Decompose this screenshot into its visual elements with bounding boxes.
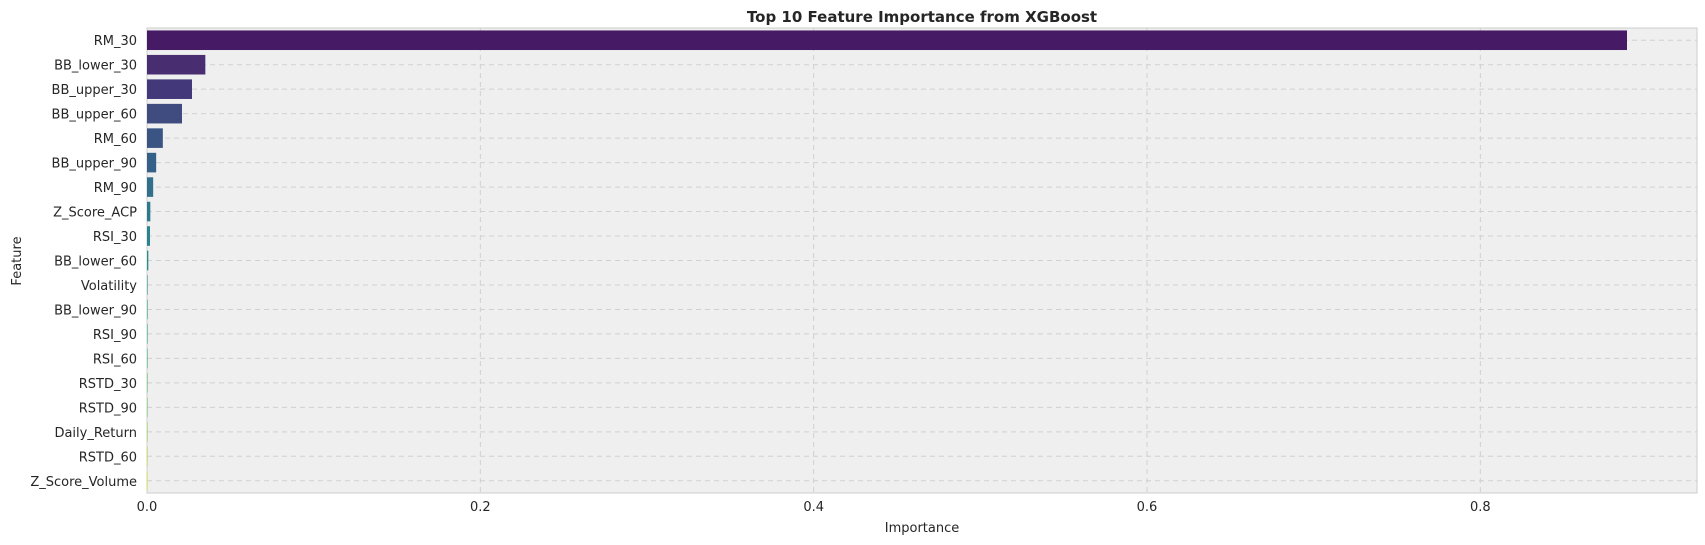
y-tick-label: BB_lower_60	[54, 255, 137, 270]
x-tick-label: 0.0	[137, 500, 158, 515]
x-tick-label: 0.8	[1470, 500, 1491, 515]
x-tick-label: 0.6	[1137, 500, 1158, 515]
bar	[147, 422, 148, 442]
y-tick-label: BB_upper_60	[52, 108, 137, 123]
x-tick-label: 0.2	[470, 500, 491, 515]
y-axis-label: Feature	[10, 236, 25, 285]
y-tick-label: RM_60	[94, 132, 137, 147]
bar	[147, 275, 148, 295]
bar	[147, 324, 148, 344]
bar	[147, 128, 163, 148]
chart-title: Top 10 Feature Importance from XGBoost	[747, 8, 1097, 26]
y-tick-label: RSTD_60	[79, 450, 137, 465]
bar	[147, 226, 150, 246]
bar	[147, 250, 149, 271]
x-axis-label: Importance	[885, 521, 960, 536]
bar	[147, 103, 182, 124]
x-tick-labels: 0.0 0.2 0.4 0.6 0.8	[137, 500, 1491, 515]
bars	[147, 30, 1627, 491]
bar	[147, 299, 148, 320]
bar	[147, 54, 206, 75]
bar	[147, 373, 148, 393]
bar	[147, 470, 148, 491]
y-tick-label: RSI_60	[93, 352, 137, 367]
y-tick-label: RSTD_30	[79, 377, 137, 392]
y-tick-label: BB_upper_30	[52, 83, 137, 98]
y-tick-label: RM_30	[94, 34, 137, 49]
x-tick-label: 0.4	[803, 500, 824, 515]
y-tick-label: Daily_Return	[54, 426, 137, 441]
y-tick-label: RM_90	[94, 181, 137, 196]
y-tick-label: RSI_90	[93, 328, 137, 343]
bar	[147, 201, 151, 222]
y-tick-label: RSTD_90	[79, 401, 137, 416]
grid-lines	[146, 28, 1697, 493]
y-tick-label: BB_lower_90	[54, 303, 137, 318]
bar	[147, 348, 148, 369]
y-tick-label: RSI_30	[93, 230, 137, 245]
bar	[147, 79, 192, 99]
bar	[147, 30, 1627, 51]
y-tick-label: BB_upper_90	[52, 157, 137, 172]
bar	[147, 152, 157, 173]
bar	[147, 397, 148, 418]
bar	[147, 446, 148, 467]
y-tick-label: BB_lower_30	[54, 59, 137, 74]
y-tick-label: Volatility	[81, 279, 137, 294]
y-tick-label: Z_Score_Volume	[30, 475, 137, 490]
bar	[147, 177, 154, 197]
y-tick-label: Z_Score_ACP	[53, 206, 137, 221]
y-tick-labels: RM_30 BB_lower_30 BB_upper_30 BB_upper_60 RM…	[30, 34, 137, 490]
